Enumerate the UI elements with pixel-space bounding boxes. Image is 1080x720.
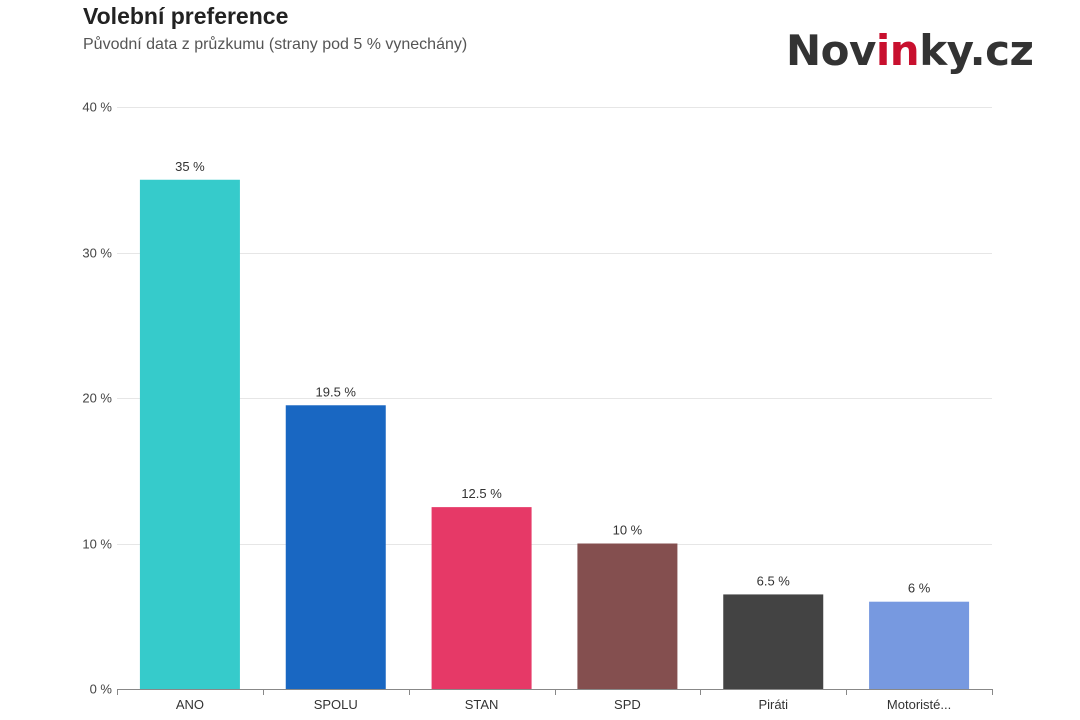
x-tick-label: SPOLU [314, 697, 358, 712]
bar-motorist[interactable] [869, 601, 970, 689]
bars [139, 179, 970, 690]
y-tick-label: 30 % [82, 246, 112, 261]
data-label: 6.5 % [757, 573, 791, 588]
logo-accent: in [875, 26, 920, 75]
x-tick-label: ANO [176, 697, 204, 712]
y-tick-label: 40 % [82, 100, 112, 115]
y-axis-ticks: 0 % 10 % 20 % 30 % 40 % [82, 100, 112, 697]
data-label: 6 % [908, 581, 931, 596]
x-tick-label: Motoristé... [887, 697, 951, 712]
novinky-logo[interactable]: Novinky.cz [786, 26, 1034, 75]
chart-subtitle: Původní data z průzkumu (strany pod 5 % … [83, 36, 468, 53]
x-axis: ANO SPOLU STAN SPD Piráti Motoristé... [117, 689, 993, 712]
x-tick-label: SPD [614, 697, 641, 712]
data-labels: 35 % 19.5 % 12.5 % 10 % 6.5 % 6 % [175, 159, 931, 596]
x-tick-label: STAN [465, 697, 499, 712]
data-label: 12.5 % [461, 486, 502, 501]
y-tick-label: 10 % [82, 537, 112, 552]
data-label: 19.5 % [316, 384, 357, 399]
y-tick-label: 20 % [82, 391, 112, 406]
bar-pir-ti[interactable] [723, 594, 824, 689]
bar-stan[interactable] [431, 507, 532, 689]
bar-spd[interactable] [577, 543, 678, 690]
bar-spolu[interactable] [285, 405, 386, 689]
data-label: 10 % [613, 523, 643, 538]
bar-ano[interactable] [139, 179, 240, 689]
gridlines [117, 107, 992, 545]
logo-prefix: Nov [786, 26, 876, 75]
chart-title: Volební preference [83, 3, 289, 29]
data-label: 35 % [175, 159, 205, 174]
logo-suffix: ky.cz [919, 26, 1034, 75]
x-tick-label: Piráti [758, 697, 788, 712]
y-tick-label: 0 % [90, 682, 113, 697]
